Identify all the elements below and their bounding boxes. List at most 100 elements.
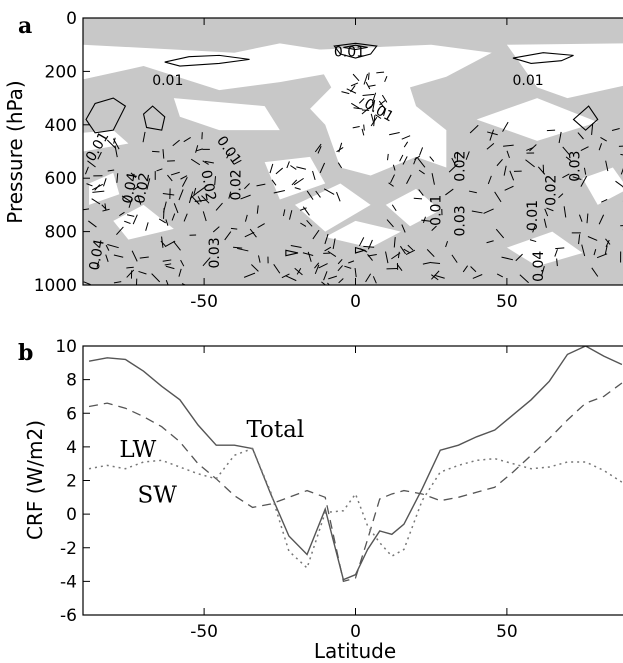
contour-dash: [367, 72, 370, 80]
contour-dash: [121, 195, 132, 203]
contour-dash: [145, 222, 149, 231]
x-tick-label: 50: [496, 622, 518, 642]
contour-dash: [418, 189, 424, 196]
contour-dash: [83, 281, 91, 285]
contour-dash: [290, 165, 297, 170]
contour-dash: [601, 199, 608, 203]
contour-dash: [611, 128, 620, 131]
unshaded-region: [476, 98, 598, 141]
contour-dash: [286, 161, 290, 169]
contour-label: 0.01: [152, 73, 183, 89]
contour-dash: [195, 145, 199, 153]
contour-dash: [368, 84, 376, 87]
contour-dash: [515, 253, 523, 262]
contour-dash: [162, 193, 175, 196]
contour-dash: [142, 131, 146, 143]
contour-dash: [337, 259, 343, 265]
contour-dash: [578, 214, 583, 222]
contour-dash: [164, 263, 172, 266]
contour-dash: [226, 152, 231, 159]
contour-dash: [181, 177, 188, 187]
contour-dash: [519, 274, 529, 284]
panel-b-ticks: -50 0 50 -6 -4 -2 0 2 4 6 8 10: [55, 337, 517, 642]
contour-dash: [170, 171, 180, 176]
contour-dash: [487, 131, 498, 136]
contour-dash: [363, 124, 365, 131]
contour-dash: [327, 250, 337, 257]
contour-dash: [96, 261, 100, 268]
contour-dash: [271, 179, 277, 186]
contour-dash: [237, 247, 249, 252]
contour-dash: [116, 226, 124, 236]
contour-dash: [405, 249, 416, 255]
contour-dash: [214, 176, 217, 186]
contour-dash: [426, 249, 435, 258]
contour-dash: [202, 160, 209, 165]
contour-dash: [620, 153, 623, 156]
contour-dash: [495, 228, 505, 239]
contour-dash: [503, 165, 507, 176]
contour-dash: [132, 214, 138, 225]
contour-dash: [106, 139, 116, 149]
contour-dash: [365, 273, 372, 283]
unshaded-region: [506, 231, 583, 267]
contour-dash: [230, 227, 238, 230]
contour-dash: [593, 249, 597, 256]
y-tick-label: 0: [66, 505, 77, 525]
contour-dash: [178, 268, 182, 277]
unshaded-region: [385, 188, 441, 227]
contour-dash: [240, 194, 251, 200]
contour-dash: [509, 170, 515, 181]
contour-dash: [580, 175, 588, 187]
contour-dash: [314, 262, 320, 269]
contour-label: 0.02: [197, 169, 218, 202]
contour-dash: [529, 239, 537, 243]
panel-b-xlabel: Latitude: [314, 639, 396, 663]
contour-dash: [419, 147, 424, 156]
contour-dash: [598, 214, 605, 225]
contour-dash: [403, 141, 409, 148]
x-tick-label: 0: [350, 622, 361, 642]
contour-dash: [565, 156, 572, 162]
contour-dash: [396, 263, 403, 272]
contour-dash: [269, 163, 274, 174]
contour-dash: [306, 190, 314, 200]
contour-dash: [296, 166, 307, 170]
contour-dash: [503, 144, 514, 147]
contour-dash: [171, 213, 176, 221]
contour-dash: [604, 245, 608, 255]
contour-dash: [173, 203, 179, 214]
contour-dash: [363, 73, 369, 85]
panel-b-ylabel: CRF (W/m2): [23, 420, 47, 540]
series-label: LW: [119, 437, 156, 463]
contour-dash: [314, 264, 320, 275]
contour-dash: [373, 115, 376, 127]
contour-label: 0.01: [334, 45, 365, 61]
contour-dash: [532, 224, 536, 233]
contour-dash: [158, 218, 167, 224]
contour-dash: [306, 219, 313, 227]
contour-dash: [97, 151, 102, 160]
contour-dash: [302, 252, 314, 256]
contour-dash: [336, 191, 341, 202]
contour-dash: [389, 131, 400, 136]
contour-dash: [385, 251, 389, 264]
contour-dash: [351, 102, 360, 109]
contour-dash: [600, 137, 607, 142]
x-tick-label: 50: [496, 292, 518, 312]
contour-label: 0.02: [543, 175, 559, 206]
contour-dash: [586, 213, 589, 224]
contour-dash: [546, 129, 556, 132]
contour-dash: [233, 246, 243, 249]
contour-dash: [323, 188, 335, 195]
contour-dash: [401, 135, 411, 140]
contour-label: 0.04: [531, 251, 547, 282]
contour-dash: [388, 182, 394, 187]
contour-dash: [407, 244, 414, 251]
contour-dash: [324, 233, 329, 245]
x-tick-label: 0: [350, 292, 361, 312]
contour-dash: [541, 266, 545, 276]
contour-dash: [131, 250, 138, 262]
contour-dash: [251, 264, 259, 272]
